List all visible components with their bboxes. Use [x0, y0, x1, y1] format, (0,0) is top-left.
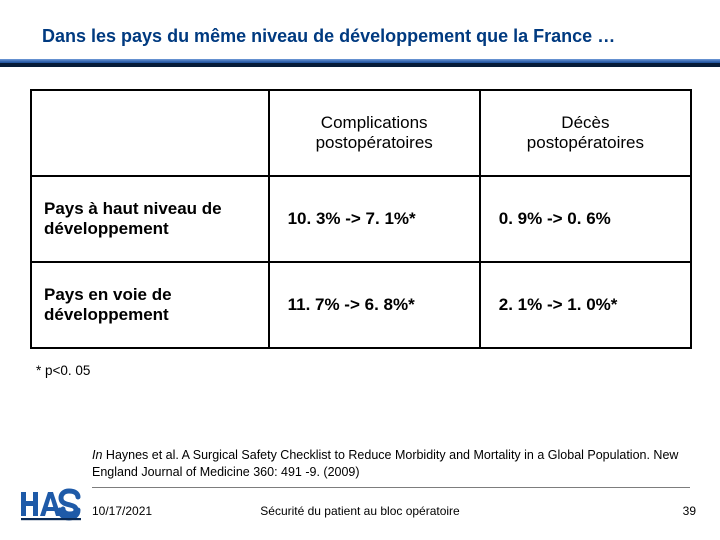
row-label-line: Pays en voie de: [44, 285, 172, 304]
row-label-developing: Pays en voie de développement: [31, 262, 269, 348]
row-label-line: développement: [44, 219, 169, 238]
header-empty-cell: [31, 90, 269, 176]
col-header-line: postopératoires: [493, 133, 678, 153]
col-header-line: Complications: [282, 113, 467, 133]
cell-deces-dev: 2. 1% -> 1. 0%*: [480, 262, 691, 348]
col-header-line: Décès: [493, 113, 678, 133]
table-row: Pays à haut niveau de développement 10. …: [31, 176, 691, 262]
row-label-line: Pays à haut niveau de: [44, 199, 222, 218]
footnote-significance: * p<0. 05: [0, 349, 720, 378]
row-label-line: développement: [44, 305, 169, 324]
table-container: Complications postopératoires Décès post…: [0, 67, 720, 349]
divider-line: [92, 487, 690, 488]
col-header-deces: Décès postopératoires: [480, 90, 691, 176]
footer-caption: Sécurité du patient au bloc opératoire: [0, 504, 720, 518]
slide-title: Dans les pays du même niveau de développ…: [0, 0, 720, 53]
col-header-complications: Complications postopératoires: [269, 90, 480, 176]
footer: 10/17/2021 Sécurité du patient au bloc o…: [0, 504, 720, 528]
data-table: Complications postopératoires Décès post…: [30, 89, 692, 349]
cell-complications-high: 10. 3% -> 7. 1%*: [269, 176, 480, 262]
col-header-line: postopératoires: [282, 133, 467, 153]
table-header-row: Complications postopératoires Décès post…: [31, 90, 691, 176]
table-row: Pays en voie de développement 11. 7% -> …: [31, 262, 691, 348]
header-band: [0, 57, 720, 67]
cell-deces-high: 0. 9% -> 0. 6%: [480, 176, 691, 262]
cell-complications-dev: 11. 7% -> 6. 8%*: [269, 262, 480, 348]
row-label-high-dev: Pays à haut niveau de développement: [31, 176, 269, 262]
citation-block: In Haynes et al. A Surgical Safety Check…: [92, 447, 690, 488]
citation-text: Haynes et al. A Surgical Safety Checklis…: [92, 448, 678, 479]
citation-prefix: In: [92, 448, 102, 462]
page-number: 39: [683, 504, 696, 518]
